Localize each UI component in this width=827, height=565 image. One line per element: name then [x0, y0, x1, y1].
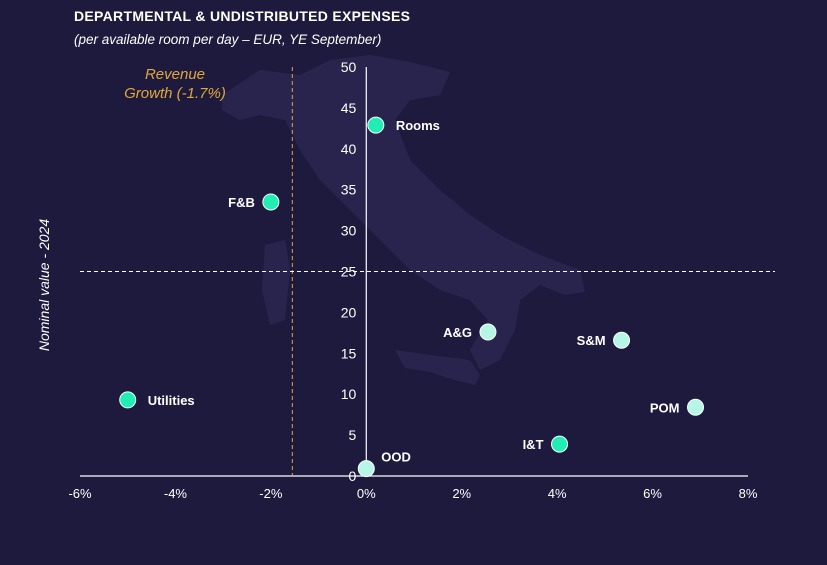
chart-subtitle: (per available room per day – EUR, YE Se…	[74, 32, 382, 47]
x-tick-label: -2%	[259, 486, 283, 501]
y-tick-label: 50	[341, 59, 357, 75]
ref-line-label-1: Revenue	[145, 66, 205, 83]
data-point-label: Utilities	[148, 393, 195, 408]
x-tick-label: 4%	[548, 486, 567, 501]
ref-line-label-2: Growth (-1.7%)	[124, 85, 226, 102]
data-point-label: A&G	[443, 325, 472, 340]
data-point	[613, 331, 631, 349]
data-point-label: S&M	[577, 333, 606, 348]
x-tick-label: 8%	[739, 486, 758, 501]
y-tick-label: 20	[341, 304, 357, 320]
data-point	[367, 116, 385, 134]
chart-title: DEPARTMENTAL & UNDISTRIBUTED EXPENSES	[74, 8, 411, 24]
data-point	[479, 323, 497, 341]
data-point-label: Rooms	[396, 118, 440, 133]
x-tick-label: 0%	[357, 486, 376, 501]
x-tick-label: -6%	[68, 486, 92, 501]
data-point-label: POM	[650, 400, 680, 415]
y-tick-label: 5	[348, 427, 356, 443]
data-point-label: F&B	[228, 195, 255, 210]
data-point	[119, 391, 137, 409]
data-point	[687, 398, 705, 416]
y-tick-label: 35	[341, 182, 357, 198]
y-tick-label: 15	[341, 345, 357, 361]
y-tick-label: 10	[341, 386, 357, 402]
y-axis-label: Nominal value - 2024	[36, 219, 52, 352]
y-tick-label: 45	[341, 100, 357, 116]
data-point	[551, 435, 569, 453]
data-point-label: I&T	[523, 437, 544, 452]
data-point	[262, 193, 280, 211]
x-tick-label: -4%	[164, 486, 188, 501]
data-point-label: OOD	[381, 450, 411, 465]
y-tick-label: 30	[341, 223, 357, 239]
italy-map-background	[222, 55, 585, 385]
y-tick-label: 0	[348, 468, 356, 484]
data-point	[357, 460, 375, 478]
y-tick-label: 40	[341, 141, 357, 157]
x-tick-label: 6%	[643, 486, 662, 501]
x-tick-label: 2%	[452, 486, 471, 501]
